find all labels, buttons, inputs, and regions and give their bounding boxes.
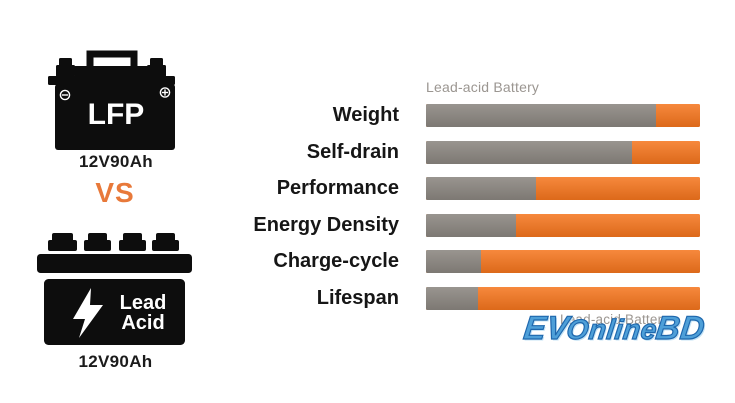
category-label: Weight — [332, 104, 399, 126]
minus-icon — [59, 89, 71, 101]
chart-row: Charge-cycle — [230, 250, 700, 273]
lfp-battery-icon: LFP — [48, 50, 175, 150]
lead-acid-bar-segment — [426, 213, 517, 237]
plus-icon — [159, 87, 171, 98]
category-label: Self-drain — [306, 140, 399, 163]
legend-lead-acid-top: Lead-acid Battery — [426, 79, 540, 95]
vs-label: VS — [95, 177, 135, 208]
lfp-bar-segment — [426, 177, 700, 200]
watermark-online: Online — [564, 313, 659, 345]
legend-lead-acid-bottom: Lead-acid Battery — [560, 312, 670, 327]
watermark-bd: BD — [653, 308, 708, 346]
battery-panel: LFP 12V90Ah VS Lead Acid — [0, 0, 230, 403]
lead-acid-bar-segment — [426, 286, 479, 310]
lead-acid-battery-icon: Lead Acid — [37, 233, 192, 345]
watermark-ev: EV — [521, 308, 572, 346]
lead-acid-label-line1: Lead — [120, 292, 167, 314]
lfp-label: LFP — [88, 98, 145, 131]
lead-acid-bar-segment — [426, 104, 657, 127]
lfp-bar-segment — [426, 104, 700, 127]
category-label: Energy Density — [253, 213, 399, 236]
lfp-capacity: 12V90Ah — [79, 152, 153, 171]
chart-row: Performance — [230, 177, 700, 200]
lfp-bar-segment — [426, 140, 700, 164]
category-label: Lifespan — [316, 286, 399, 309]
lead-acid-bar-segment — [426, 250, 481, 273]
lead-acid-bar-segment — [426, 140, 632, 164]
chart-row: Energy Density — [230, 213, 700, 237]
lfp-bar-segment — [426, 213, 700, 237]
lead-acid-bar-segment — [426, 177, 536, 200]
battery-terminal-negative — [59, 58, 72, 67]
category-label: Charge-cycle — [273, 250, 399, 272]
lfp-bar-segment — [426, 286, 700, 310]
category-label: Performance — [276, 177, 399, 199]
lightning-bolt-icon — [73, 288, 103, 338]
evonlinebd-watermark: EVOnlineBD — [521, 308, 708, 347]
lead-acid-label-line2: Acid — [121, 312, 164, 334]
lead-acid-capacity: 12V90Ah — [78, 352, 153, 371]
bar-rows: Weight Self-drain Performance Energy Densit… — [230, 104, 700, 310]
chart-row: Weight — [230, 104, 700, 127]
lfp-bar-segment — [426, 250, 700, 273]
chart-row: Self-drain — [230, 140, 700, 164]
chart-row: Lifespan — [230, 286, 700, 310]
comparison-bar-chart: Lead-acid Battery Weight Self-drain Perfor… — [230, 79, 700, 323]
battery-terminal-positive — [150, 58, 163, 67]
